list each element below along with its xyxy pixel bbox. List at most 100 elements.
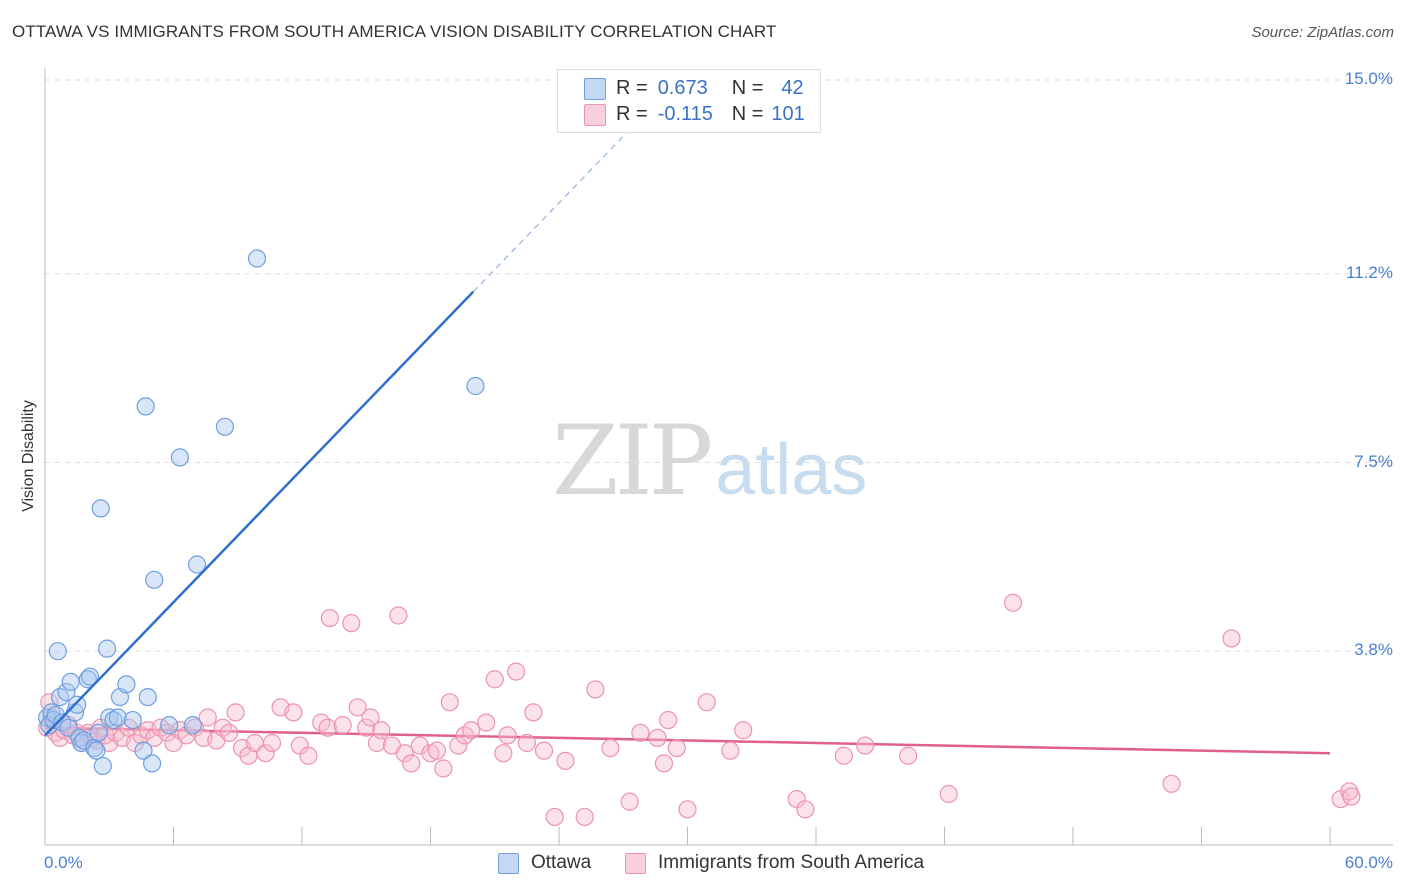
point-immigrants: [299, 746, 318, 765]
point-ottawa: [123, 710, 142, 730]
point-immigrants: [333, 716, 352, 735]
y-tick-3-8: 3.8%: [1354, 640, 1393, 660]
trend-ottawa: [44, 118, 641, 737]
point-immigrants: [734, 721, 753, 740]
point-immigrants: [220, 723, 239, 742]
point-immigrants: [477, 713, 496, 732]
point-ottawa: [142, 754, 162, 773]
point-immigrants: [498, 726, 517, 745]
point-ottawa: [108, 708, 127, 727]
point-immigrants: [898, 746, 918, 765]
point-immigrants: [361, 708, 380, 727]
point-immigrants: [654, 754, 674, 773]
point-immigrants: [721, 741, 740, 760]
point-ottawa: [98, 639, 117, 658]
point-immigrants: [389, 606, 408, 625]
point-immigrants: [659, 710, 678, 730]
point-immigrants: [834, 746, 853, 765]
point-immigrants: [434, 759, 453, 778]
point-immigrants: [485, 670, 504, 689]
point-immigrants: [402, 754, 421, 773]
point-immigrants: [631, 723, 650, 742]
legend-n-label: N =: [731, 76, 764, 99]
y-tick-11-2: 11.2%: [1346, 262, 1393, 282]
stats-legend: R = 0.673 N = 42 R = -0.115 N = 101: [557, 69, 821, 133]
point-immigrants: [534, 741, 554, 760]
point-immigrants: [440, 693, 459, 712]
point-immigrants: [1162, 774, 1181, 793]
point-ottawa: [87, 741, 106, 760]
point-ottawa: [183, 716, 202, 735]
watermark-atlas: atlas: [715, 430, 868, 510]
point-ottawa: [61, 672, 80, 691]
watermark-zip: ZIP: [552, 405, 713, 517]
legend-swatch-ottawa: [584, 78, 606, 100]
legend-row-immigrants: R = -0.115 N = 101: [616, 102, 805, 126]
point-ottawa: [91, 499, 110, 518]
legend-n-label: N =: [731, 102, 764, 125]
point-ottawa: [117, 675, 136, 694]
point-immigrants: [494, 744, 513, 763]
y-tick-15: 15.0%: [1344, 69, 1393, 88]
point-ottawa: [134, 741, 153, 760]
point-ottawa: [466, 376, 485, 396]
point-ottawa: [48, 642, 67, 661]
point-ottawa: [57, 682, 76, 702]
point-ottawa: [160, 716, 179, 735]
point-immigrants: [262, 733, 282, 753]
point-immigrants: [348, 698, 367, 717]
legend-n-value-immigrants: 101: [771, 102, 805, 125]
legend-row-ottawa: R = 0.673 N = 42: [616, 76, 804, 100]
legend-swatch-immigrants: [584, 104, 606, 126]
point-ottawa: [89, 723, 108, 742]
trendline-immigrants: [44, 726, 1331, 755]
point-ottawa: [170, 448, 190, 467]
point-immigrants: [320, 608, 339, 628]
point-immigrants: [545, 807, 564, 827]
legend-r-value-immigrants: -0.115: [657, 102, 713, 125]
point-immigrants: [678, 800, 697, 819]
trendline-ottawa: [44, 290, 475, 737]
y-axis-label: Vision Disability: [20, 400, 37, 512]
bottom-legend-immigrants: Immigrants from South America: [625, 852, 924, 874]
legend-r-value-ottawa: 0.673: [657, 76, 708, 99]
grid-lines: [45, 79, 1393, 652]
points-ottawa: [38, 249, 485, 776]
bottom-legend-label-immigrants: Immigrants from South America: [658, 852, 925, 873]
point-immigrants: [1003, 593, 1023, 612]
x-tick-min: 0.0%: [44, 853, 83, 872]
point-immigrants: [939, 784, 958, 804]
point-immigrants: [256, 744, 275, 763]
bottom-legend-label-ottawa: Ottawa: [531, 852, 592, 873]
y-tick-7-5: 7.5%: [1354, 451, 1393, 471]
point-immigrants: [395, 744, 414, 763]
point-immigrants: [427, 741, 447, 760]
point-immigrants: [1222, 629, 1241, 648]
point-ottawa: [136, 397, 155, 416]
point-immigrants: [462, 721, 481, 740]
bottom-legend-swatch-immigrants: [625, 852, 646, 874]
point-immigrants: [372, 721, 391, 740]
points-immigrants: [38, 593, 1361, 827]
point-immigrants: [318, 718, 337, 737]
point-immigrants: [284, 703, 303, 722]
point-immigrants: [342, 614, 361, 633]
point-immigrants: [796, 800, 815, 819]
point-immigrants: [856, 736, 875, 755]
source-credit: Source: ZipAtlas.com: [1251, 24, 1394, 41]
legend-r-label: R =: [616, 102, 648, 125]
point-immigrants: [1342, 787, 1361, 806]
axes: [44, 68, 1393, 846]
point-ottawa: [68, 695, 87, 714]
point-ottawa: [138, 687, 157, 707]
point-ottawa: [247, 249, 267, 268]
legend-n-value-ottawa: 42: [781, 76, 804, 99]
point-immigrants: [586, 680, 605, 699]
legend-r-label: R =: [616, 76, 648, 99]
x-tick-max: 60.0%: [1344, 853, 1393, 872]
point-immigrants: [667, 738, 686, 758]
chart-title: OTTAWA VS IMMIGRANTS FROM SOUTH AMERICA …: [12, 22, 777, 41]
point-immigrants: [556, 751, 575, 770]
point-ottawa: [187, 555, 207, 574]
